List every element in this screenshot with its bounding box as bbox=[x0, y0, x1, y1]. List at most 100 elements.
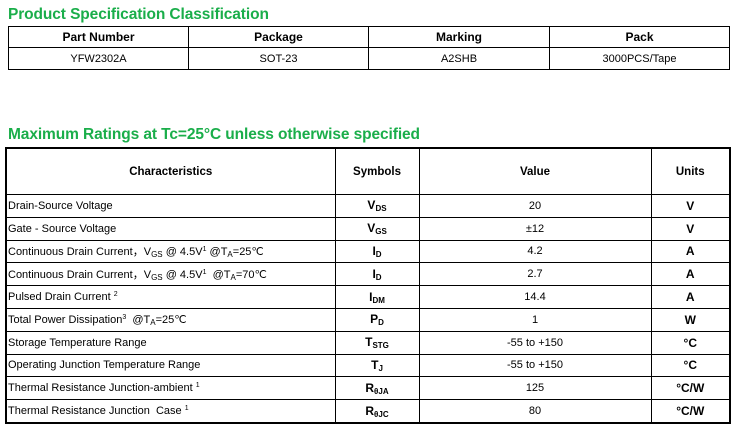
characteristic-char-sup: 1 bbox=[184, 405, 189, 413]
characteristic-char-tail: @T bbox=[206, 269, 231, 282]
characteristic-char-sup: 1 bbox=[202, 246, 207, 254]
characteristic-char: Gate - Source Voltage bbox=[8, 222, 117, 235]
characteristic-char-tail: @T bbox=[206, 246, 228, 259]
characteristic-cell: Drain-Source Voltage bbox=[5, 194, 336, 218]
header-symbols: Symbols bbox=[334, 147, 420, 195]
symbol-subscript: J bbox=[378, 363, 383, 373]
header-package: Package bbox=[188, 26, 369, 48]
symbol-main: P bbox=[370, 312, 379, 327]
table-row: Total Power Dissipation3 @TA=25℃ PD 1 W bbox=[5, 307, 731, 332]
table-header-row: Characteristics Symbols Value Units bbox=[5, 147, 731, 195]
symbol-cell: IDM bbox=[334, 285, 420, 309]
characteristic-cell: Continuous Drain Current，VGS @ 4.5V1 @TA… bbox=[5, 239, 336, 264]
max-ratings-table: Characteristics Symbols Value Units Drai… bbox=[5, 147, 731, 424]
characteristic-char-end: =70℃ bbox=[235, 269, 267, 282]
symbol-cell: ID bbox=[334, 262, 420, 287]
value-cell: 125 bbox=[418, 376, 652, 401]
max-ratings-title: Maximum Ratings at Tc=25°C unless otherw… bbox=[8, 126, 420, 143]
characteristic-char: Continuous Drain Current，V bbox=[8, 246, 152, 259]
characteristic-char: Continuous Drain Current，V bbox=[8, 269, 152, 282]
symbol-main: I bbox=[372, 266, 376, 281]
table-row: Continuous Drain Current，VGS @ 4.5V1 @TA… bbox=[5, 262, 731, 287]
symbol-subscript: STG bbox=[372, 341, 389, 351]
characteristic-char: Pulsed Drain Current bbox=[8, 291, 114, 304]
characteristic-cell: Total Power Dissipation3 @TA=25℃ bbox=[5, 307, 336, 332]
unit-cell: °C/W bbox=[650, 376, 731, 401]
symbol-subscript: D bbox=[375, 249, 382, 259]
table-row: Drain-Source Voltage VDS 20 V bbox=[5, 194, 731, 218]
symbol-cell: PD bbox=[334, 307, 420, 332]
unit-cell: V bbox=[650, 194, 731, 218]
characteristic-char: Operating Junction Temperature Range bbox=[8, 359, 201, 372]
table-row: YFW2302A SOT-23 A2SHB 3000PCS/Tape bbox=[8, 47, 730, 70]
symbol-subscript: DM bbox=[372, 295, 385, 305]
product-spec-table: Part Number Package Marking Pack YFW2302… bbox=[8, 26, 730, 70]
value-cell: 1 bbox=[418, 307, 652, 332]
characteristic-char: Total Power Dissipation bbox=[8, 313, 123, 326]
characteristic-char-sub: GS bbox=[151, 273, 163, 283]
value-cell: 14.4 bbox=[418, 285, 652, 309]
unit-cell: °C bbox=[650, 330, 731, 355]
unit-cell: A bbox=[650, 239, 731, 264]
symbol-cell: TSTG bbox=[334, 330, 420, 355]
characteristic-char: Thermal Resistance Junction-ambient bbox=[8, 382, 196, 395]
characteristic-cell: Thermal Resistance Junction-ambient 1 bbox=[5, 376, 336, 401]
unit-cell: V bbox=[650, 216, 731, 241]
characteristic-char-sup: 1 bbox=[195, 382, 200, 390]
header-marking: Marking bbox=[368, 26, 550, 48]
symbol-main: R bbox=[365, 403, 375, 418]
characteristic-char-tail-sub: A bbox=[230, 273, 236, 283]
characteristic-char: Storage Temperature Range bbox=[8, 336, 147, 349]
table-row: Storage Temperature Range TSTG -55 to +150… bbox=[5, 330, 731, 355]
pack-cell: 3000PCS/Tape bbox=[549, 47, 730, 70]
symbol-cell: RθJA bbox=[334, 376, 420, 401]
symbol-main: I bbox=[372, 243, 376, 258]
symbol-subscript: DS bbox=[375, 204, 387, 214]
unit-cell: A bbox=[650, 285, 731, 309]
header-value: Value bbox=[418, 147, 652, 195]
table-row: Pulsed Drain Current 2 IDM 14.4 A bbox=[5, 285, 731, 309]
characteristic-cell: Operating Junction Temperature Range bbox=[5, 353, 336, 378]
characteristic-char-tail-sub: A bbox=[227, 250, 233, 260]
header-characteristics: Characteristics bbox=[5, 147, 336, 195]
characteristic-char-end: =25℃ bbox=[155, 313, 187, 326]
header-part-number: Part Number bbox=[8, 26, 189, 48]
unit-cell: W bbox=[650, 307, 731, 332]
symbol-main: V bbox=[367, 221, 376, 236]
characteristic-char-end: =25℃ bbox=[232, 246, 264, 259]
table-header-row: Part Number Package Marking Pack bbox=[8, 26, 730, 48]
symbol-main: V bbox=[367, 198, 376, 213]
symbol-subscript: θJA bbox=[374, 386, 389, 396]
symbol-subscript: D bbox=[375, 272, 382, 282]
unit-cell: °C/W bbox=[650, 399, 731, 424]
characteristic-char-rest: @ 4.5V bbox=[162, 246, 203, 259]
unit-cell: °C bbox=[650, 353, 731, 378]
characteristic-cell: Gate - Source Voltage bbox=[5, 216, 336, 241]
characteristic-cell: Continuous Drain Current，VGS @ 4.5V1 @TA… bbox=[5, 262, 336, 287]
symbol-subscript: D bbox=[378, 318, 384, 328]
header-units: Units bbox=[650, 147, 731, 195]
unit-cell: A bbox=[650, 262, 731, 287]
value-cell: 20 bbox=[418, 194, 652, 218]
product-spec-title: Product Specification Classification bbox=[8, 6, 269, 23]
characteristic-char-sup: 2 bbox=[113, 291, 118, 299]
characteristic-char: Drain-Source Voltage bbox=[8, 199, 113, 212]
characteristic-char-tail-sub: A bbox=[150, 317, 156, 327]
table-row: Continuous Drain Current，VGS @ 4.5V1 @TA… bbox=[5, 239, 731, 264]
symbol-cell: TJ bbox=[334, 353, 420, 378]
value-cell: ±12 bbox=[418, 216, 652, 241]
symbol-subscript: θJC bbox=[374, 409, 389, 419]
characteristic-char-sup: 3 bbox=[122, 313, 127, 321]
characteristic-char: Thermal Resistance Junction Case bbox=[8, 405, 185, 418]
value-cell: 4.2 bbox=[418, 239, 652, 264]
value-cell: 2.7 bbox=[418, 262, 652, 287]
value-cell: 80 bbox=[418, 399, 652, 424]
characteristic-char-tail: @T bbox=[126, 313, 151, 326]
symbol-cell: RθJC bbox=[334, 399, 420, 424]
symbol-main: R bbox=[365, 380, 375, 395]
table-row: Gate - Source Voltage VGS ±12 V bbox=[5, 216, 731, 241]
characteristic-char-sub: GS bbox=[151, 250, 163, 260]
symbol-main: T bbox=[365, 335, 373, 350]
symbol-subscript: GS bbox=[375, 227, 387, 237]
symbol-cell: VDS bbox=[334, 194, 420, 218]
